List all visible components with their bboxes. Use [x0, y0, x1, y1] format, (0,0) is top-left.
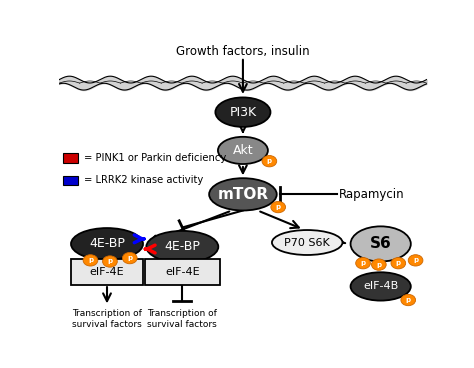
- Text: S6: S6: [370, 236, 392, 251]
- Text: = PINK1 or Parkin deficiency: = PINK1 or Parkin deficiency: [84, 152, 227, 163]
- Text: P70 S6K: P70 S6K: [284, 237, 330, 248]
- Text: Transcription of
survival factors: Transcription of survival factors: [147, 309, 217, 329]
- Text: p: p: [88, 257, 93, 263]
- Ellipse shape: [215, 98, 271, 127]
- Text: p: p: [413, 257, 418, 263]
- FancyBboxPatch shape: [63, 176, 78, 185]
- Circle shape: [372, 259, 386, 270]
- Text: Akt: Akt: [233, 144, 253, 157]
- Circle shape: [408, 255, 423, 266]
- Text: p: p: [361, 260, 365, 266]
- Text: p: p: [275, 204, 281, 210]
- Text: Growth factors, insulin: Growth factors, insulin: [176, 45, 310, 58]
- Text: p: p: [396, 260, 401, 266]
- FancyBboxPatch shape: [72, 259, 143, 285]
- Circle shape: [391, 258, 406, 269]
- Text: = LRRK2 kinase activity: = LRRK2 kinase activity: [84, 175, 203, 185]
- Ellipse shape: [351, 226, 411, 262]
- Text: eIF-4E: eIF-4E: [165, 267, 200, 277]
- Text: Transcription of
survival factors: Transcription of survival factors: [72, 309, 142, 329]
- Circle shape: [401, 294, 416, 306]
- Circle shape: [102, 256, 117, 267]
- FancyBboxPatch shape: [145, 259, 220, 285]
- Circle shape: [122, 252, 137, 264]
- Ellipse shape: [209, 178, 277, 210]
- FancyBboxPatch shape: [63, 153, 78, 163]
- Circle shape: [83, 255, 98, 266]
- Text: p: p: [108, 258, 112, 265]
- Text: eIF-4E: eIF-4E: [90, 267, 124, 277]
- Ellipse shape: [272, 230, 343, 255]
- Text: p: p: [376, 262, 382, 268]
- Text: Rapamycin: Rapamycin: [338, 188, 404, 201]
- Circle shape: [271, 201, 285, 213]
- Circle shape: [356, 258, 370, 269]
- Text: PI3K: PI3K: [229, 106, 256, 118]
- Circle shape: [262, 156, 277, 167]
- Text: eIF-4B: eIF-4B: [363, 282, 398, 291]
- Ellipse shape: [218, 137, 268, 164]
- Text: p: p: [406, 297, 411, 303]
- Ellipse shape: [71, 228, 143, 260]
- Ellipse shape: [351, 272, 411, 301]
- Text: mTOR: mTOR: [218, 187, 268, 202]
- Ellipse shape: [146, 231, 219, 263]
- Text: 4E-BP: 4E-BP: [89, 237, 125, 251]
- Text: p: p: [127, 255, 132, 261]
- Text: 4E-BP: 4E-BP: [164, 240, 200, 253]
- Text: p: p: [267, 158, 272, 164]
